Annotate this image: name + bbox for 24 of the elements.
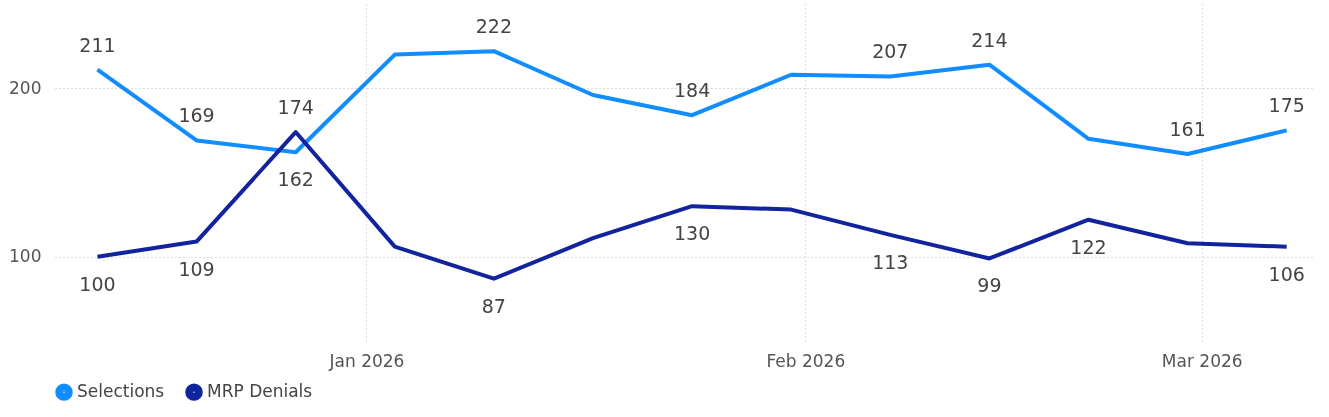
data-label: 169 [178, 104, 215, 127]
x-tick-label: Feb 2026 [766, 350, 846, 371]
data-label: 184 [673, 79, 711, 102]
data-label: 130 [673, 222, 711, 245]
data-label: 222 [475, 15, 513, 38]
data-label: 174 [277, 96, 314, 119]
data-label: 122 [1070, 235, 1107, 258]
x-tick-label: Mar 2026 [1161, 350, 1243, 371]
data-label: 214 [971, 28, 1008, 51]
data-label: 99 [977, 274, 1002, 297]
data-label: 109 [178, 257, 215, 280]
data-label: 106 [1268, 262, 1305, 285]
x-tick-label: Jan 2026 [328, 350, 405, 371]
data-label: 161 [1169, 117, 1206, 140]
legend-label: MRP Denials [207, 381, 313, 402]
legend-label: Selections [77, 381, 165, 402]
data-label: 87 [481, 294, 506, 317]
data-label: 211 [79, 33, 116, 56]
y-tick-label: 200 [9, 77, 42, 98]
data-label: 113 [872, 250, 909, 273]
data-label: 175 [1268, 94, 1305, 117]
data-label: 162 [277, 168, 314, 191]
data-label: 207 [872, 40, 909, 63]
data-label: 100 [79, 272, 116, 295]
